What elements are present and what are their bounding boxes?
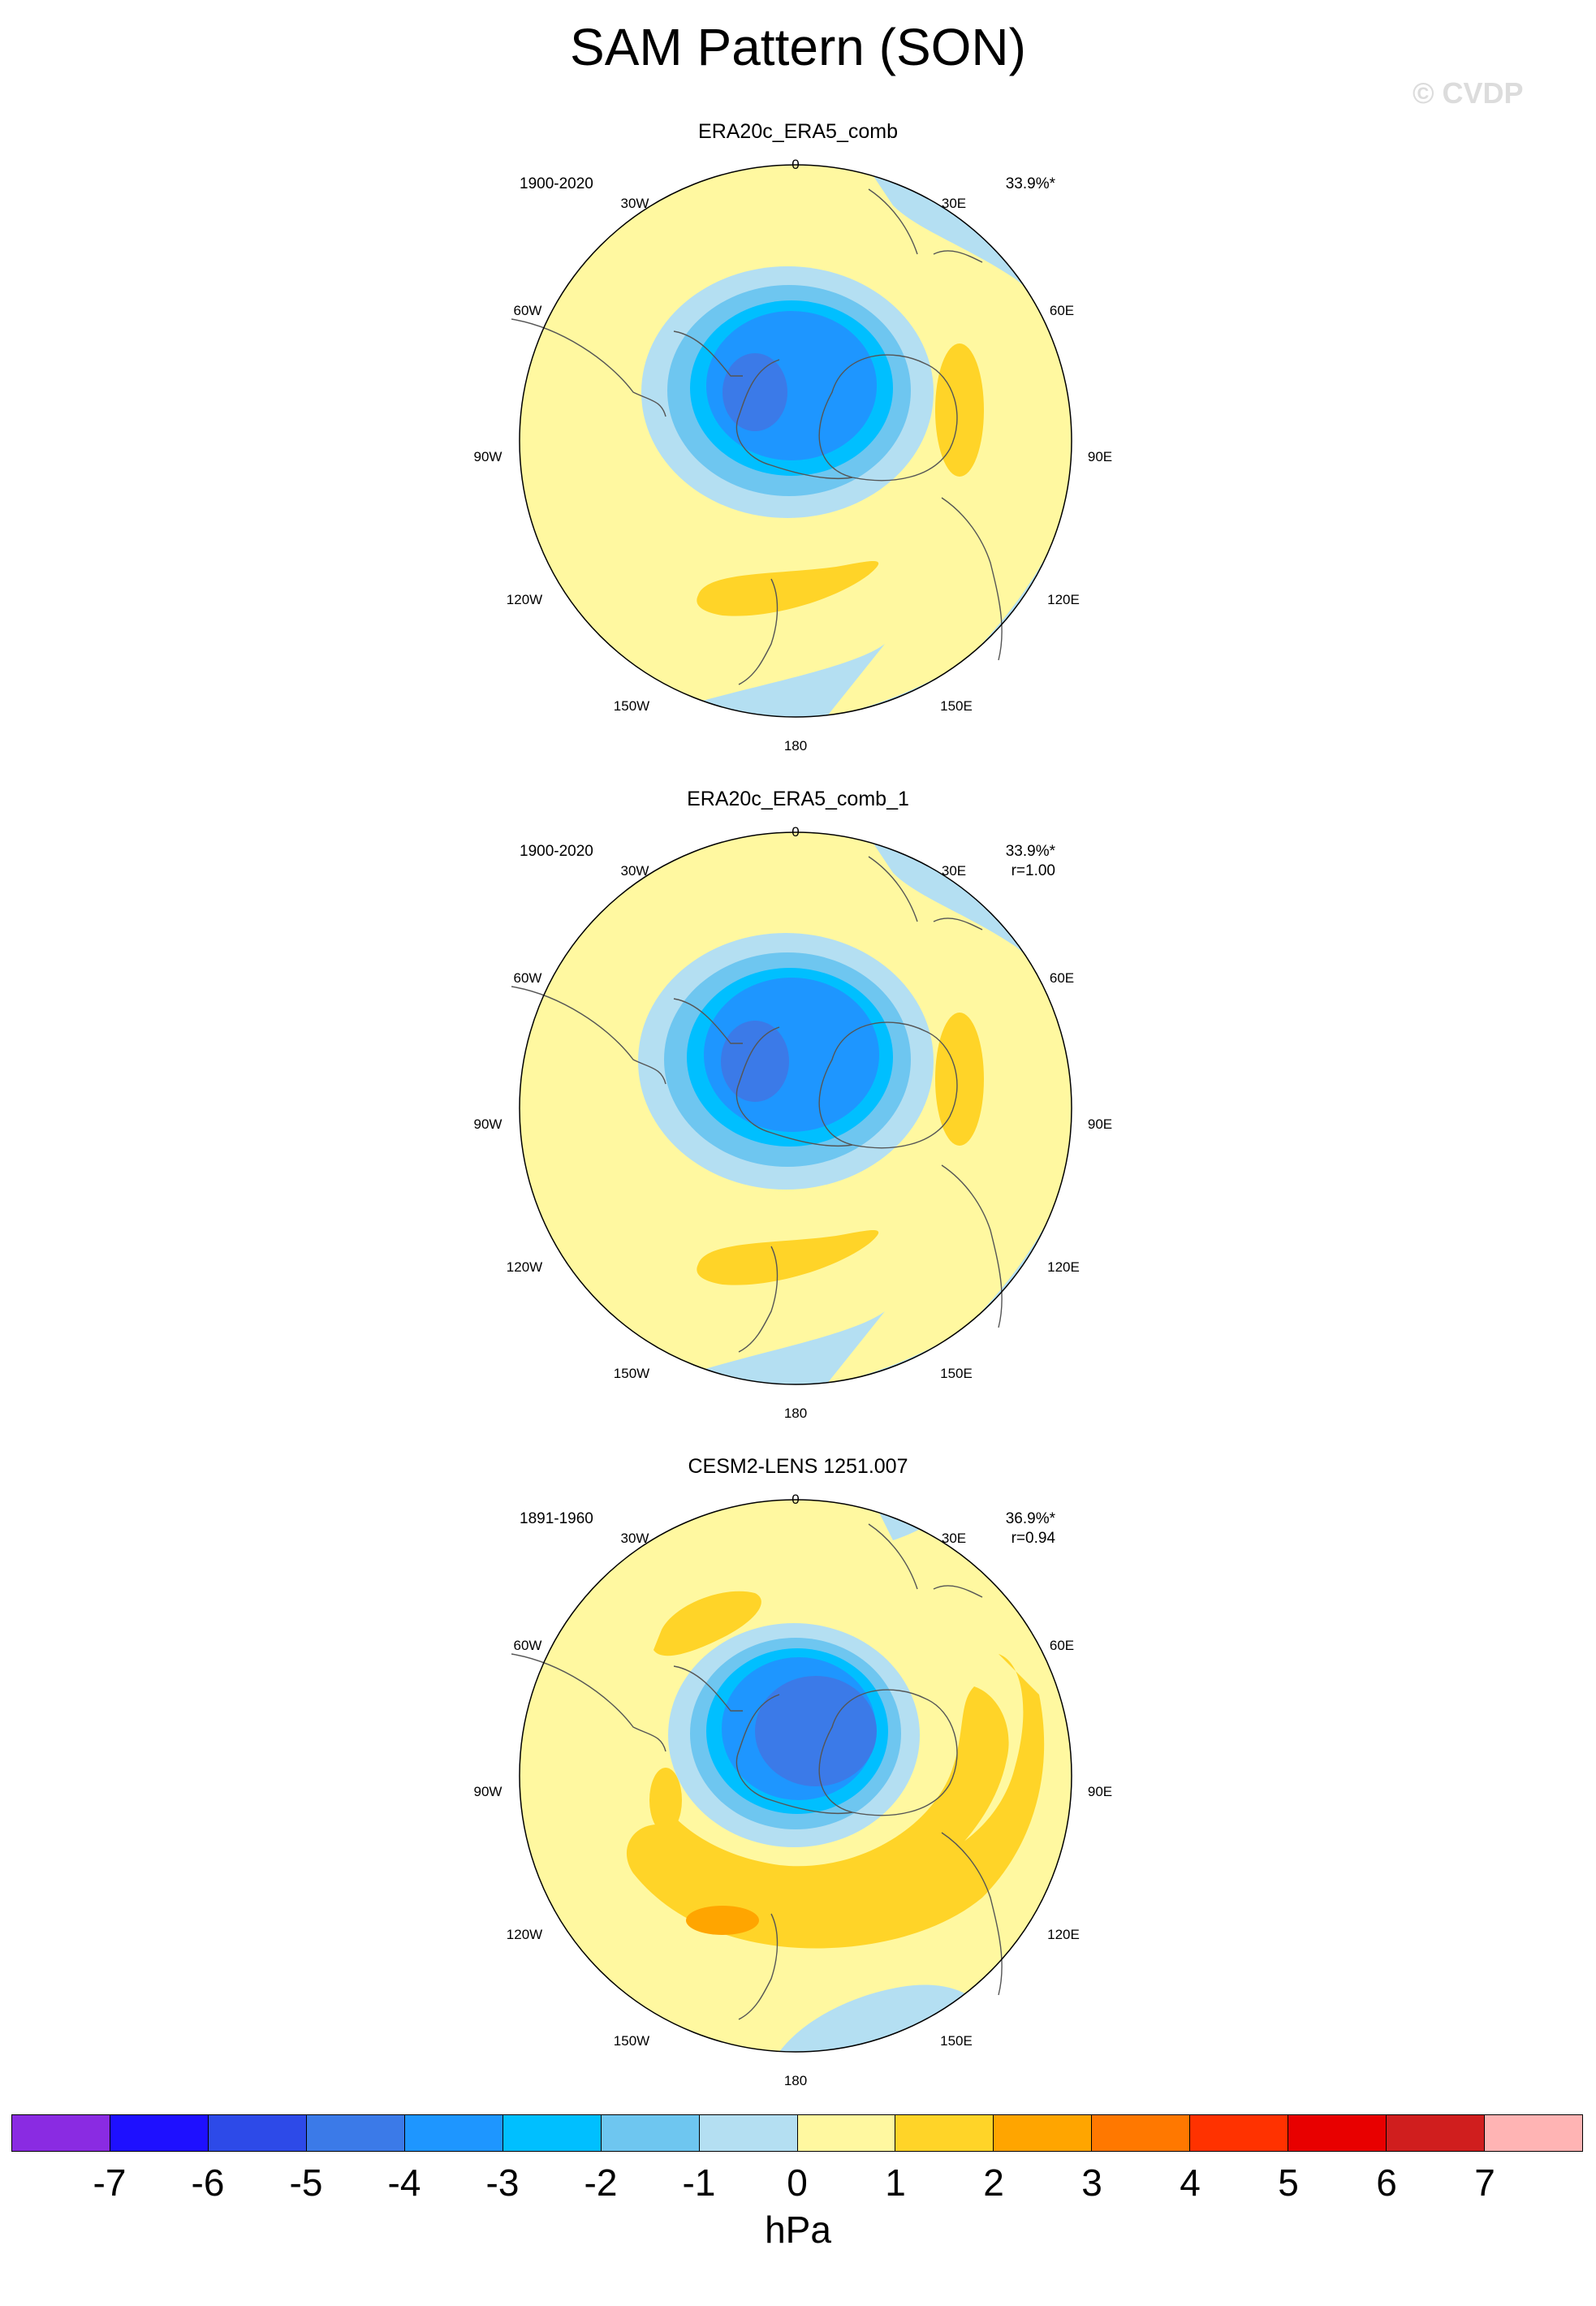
lon-label-30e: 30E [941,863,967,879]
colorbar-tick-label: 1 [885,2161,906,2204]
colorbar-tick-label: -5 [289,2161,323,2204]
panel-title: ERA20c_ERA5_comb_1 [687,788,909,810]
colorbar-swatch [12,2115,110,2151]
lon-label-90w: 90W [473,1116,503,1132]
variance-explained: 36.9%* r=0.94 [1006,1509,1055,1548]
colorbar-tick-label: -4 [387,2161,421,2204]
colorbar-tick-label: 7 [1474,2161,1495,2204]
lon-label-90w: 90W [473,449,503,464]
colorbar-tick-label: 5 [1278,2161,1299,2204]
colorbar-units: hPa [765,2209,831,2251]
period-label: 1900-2020 [520,843,593,860]
colorbar-tick-label: 2 [983,2161,1004,2204]
lon-label-60w: 60W [513,303,542,318]
colorbar-tick-label: -3 [485,2161,520,2204]
lon-label-30e: 30E [941,196,967,211]
lon-label-30w: 30W [620,863,649,879]
variance-explained: 33.9%* r=1.00 [1006,842,1055,881]
lon-label-120e: 120E [1047,592,1080,607]
lon-label-120w: 120W [506,1927,543,1942]
colorbar-swatch [208,2115,307,2151]
lon-label-120e: 120E [1047,1927,1080,1942]
colorbar-tick-label: 3 [1081,2161,1102,2204]
colorbar-tick-label: 6 [1376,2161,1397,2204]
lon-label-90w: 90W [473,1784,503,1799]
lon-label-60e: 60E [1049,1638,1075,1653]
lon-label-0: 0 [792,157,800,172]
lon-label-150w: 150W [613,2033,650,2049]
colorbar-swatch [1387,2115,1486,2151]
lon-label-90e: 90E [1087,449,1113,464]
lon-label-90e: 90E [1087,1784,1113,1799]
map-panel-2: ERA20c_ERA5_comb_1 1900-2020 33.9%* r=1.… [0,785,1596,1435]
lon-label-30w: 30W [620,1531,649,1546]
panel-title: CESM2-LENS 1251.007 [688,1455,908,1478]
colorbar-tick-label: -1 [682,2161,716,2204]
colorbar-swatch [503,2115,602,2151]
lon-label-60e: 60E [1049,303,1075,318]
colorbar-swatch [601,2115,700,2151]
colorbar-swatch [110,2115,209,2151]
colorbar-tick-label: -2 [584,2161,618,2204]
lon-label-120w: 120W [506,592,543,607]
lon-label-150w: 150W [613,1366,650,1381]
figure-title: SAM Pattern (SON) [570,18,1026,76]
colorbar-tick-label: -6 [191,2161,225,2204]
colorbar [11,2114,1583,2152]
lon-label-180: 180 [783,738,808,754]
variance-explained: 33.9%* [1006,175,1055,194]
colorbar-tick-label: 0 [787,2161,808,2204]
colorbar-tick-label: -7 [93,2161,127,2204]
lon-label-90e: 90E [1087,1116,1113,1132]
colorbar-swatch [1190,2115,1289,2151]
lon-label-60w: 60W [513,970,542,986]
lon-label-60w: 60W [513,1638,542,1653]
map-panel-3: CESM2-LENS 1251.007 1891-1960 36.9%* r=0… [0,1453,1596,2102]
period-label: 1891-1960 [520,1510,593,1527]
colorbar-swatch [1288,2115,1387,2151]
colorbar-swatch [797,2115,896,2151]
map-panel-1: ERA20c_ERA5_comb 1900-2020 33.9%* [0,118,1596,767]
lon-label-0: 0 [792,824,800,840]
lon-label-150e: 150E [940,698,973,714]
colorbar-swatch [306,2115,405,2151]
polar-map [511,1499,1072,2053]
stat-line-1: 36.9%* [1005,1510,1055,1527]
lon-label-150w: 150W [613,698,650,714]
colorbar-swatch [699,2115,798,2151]
stat-line-2: r=0.94 [1011,1530,1055,1547]
stat-line-1: 33.9%* [1005,175,1055,192]
lon-label-150e: 150E [940,1366,973,1381]
stat-line-1: 33.9%* [1005,843,1055,860]
lon-label-180: 180 [783,1406,808,1421]
stat-line-2: r=1.00 [1011,862,1055,879]
panel-title: ERA20c_ERA5_comb [698,120,898,143]
lon-label-180: 180 [783,2073,808,2088]
period-label: 1900-2020 [520,175,593,192]
cvdp-watermark: © CVDP [1413,76,1524,110]
lon-label-30e: 30E [941,1531,967,1546]
lon-label-30w: 30W [620,196,649,211]
lon-label-120e: 120E [1047,1259,1080,1275]
colorbar-swatch [1092,2115,1191,2151]
colorbar-swatch [404,2115,503,2151]
lon-label-60e: 60E [1049,970,1075,986]
colorbar-swatch [1485,2115,1582,2151]
colorbar-swatch [994,2115,1093,2151]
colorbar-tick-label: 4 [1180,2161,1201,2204]
lon-label-120w: 120W [506,1259,543,1275]
colorbar-swatch [895,2115,994,2151]
polar-map [511,164,1072,718]
lon-label-0: 0 [792,1492,800,1507]
polar-map [511,831,1072,1385]
lon-label-150e: 150E [940,2033,973,2049]
